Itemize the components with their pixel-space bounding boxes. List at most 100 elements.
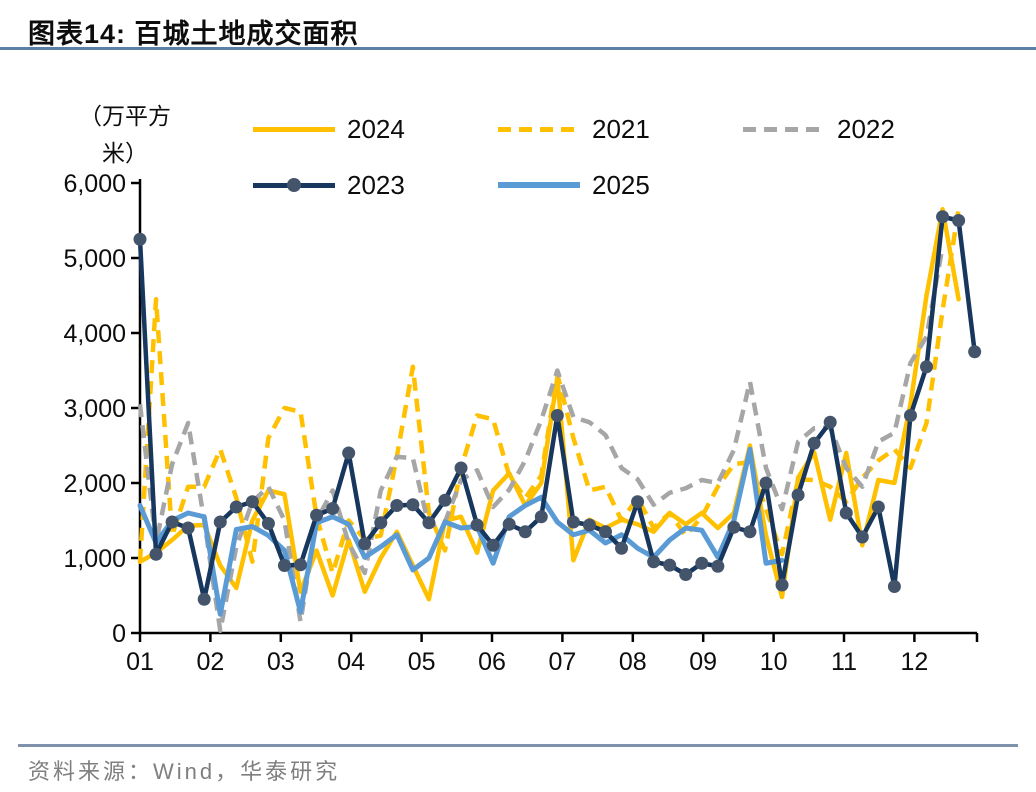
y-tick-label: 5,000 (63, 245, 126, 273)
legend-swatch-2021-dashed-gold-line (498, 126, 580, 132)
legend-label-2021: 2021 (592, 113, 650, 144)
series-2023-marker (743, 525, 757, 539)
footer-divider (18, 744, 1018, 747)
series-2023-line (137, 214, 977, 602)
series-2023-marker (390, 499, 404, 512)
series-2023-marker (871, 500, 885, 514)
y-axis-unit-label: （万平方 米） (50, 98, 200, 172)
series-2023-marker (936, 210, 950, 224)
series-2023-marker (679, 568, 693, 581)
series-2023-marker (566, 515, 580, 529)
series-2023-marker (326, 502, 340, 515)
legend-item-2023: 2023 (253, 168, 405, 202)
series-2023-marker (229, 500, 243, 514)
series-2025-line (137, 446, 785, 617)
y-tick-label: 6,000 (63, 170, 126, 198)
x-tick-label: 12 (900, 648, 928, 676)
x-tick-label: 08 (619, 648, 647, 676)
series-2023-marker (598, 525, 612, 539)
legend-swatch-2022-dashed-gray-line (743, 126, 825, 132)
x-tick-label: 04 (337, 648, 365, 676)
y-tick-label: 1,000 (63, 545, 126, 573)
series-2023-marker (952, 214, 966, 227)
series-2023-marker (855, 530, 869, 544)
series-2023-marker (358, 537, 372, 551)
series-2023-marker (903, 409, 917, 422)
series-2023-marker (647, 555, 661, 569)
series-2023-marker (823, 415, 837, 429)
series-2023-marker (197, 592, 211, 606)
series-2023-marker (374, 516, 388, 530)
series-2023-marker (582, 518, 596, 532)
legend-label-2024: 2024 (347, 113, 405, 144)
series-2023-marker (775, 578, 789, 592)
series-2023-marker (213, 515, 227, 529)
legend-item-2025: 2025 (498, 168, 650, 202)
y-tick-label: 3,000 (63, 395, 126, 423)
series-2023-marker (631, 495, 645, 509)
page-title: 图表14: 百城土地成交面积 (28, 19, 359, 49)
legend-swatch-2024-solid-gold-line (253, 126, 335, 132)
x-tick-label: 06 (478, 648, 506, 676)
x-tick-label: 02 (196, 648, 224, 676)
series-2023-marker (663, 558, 677, 572)
series-2023-marker (920, 360, 934, 374)
source-text: 资料来源：Wind，华泰研究 (28, 759, 341, 784)
y-tick-label: 2,000 (63, 470, 126, 498)
series-2023-marker (727, 520, 741, 534)
y-tick-label: 0 (112, 620, 126, 648)
x-tick-label: 01 (126, 648, 154, 676)
series-2023-marker (502, 517, 516, 531)
series-2023-marker (791, 488, 805, 502)
legend-marker-dot (287, 178, 301, 192)
y-tick-label: 4,000 (63, 320, 126, 348)
series-2023-marker (550, 409, 564, 422)
series-2023-marker (534, 510, 548, 524)
series-2023-marker (486, 538, 500, 552)
y-axis-unit-line2: 米） (102, 140, 148, 166)
series-2023-marker (261, 517, 275, 530)
series-2023-marker (406, 498, 420, 512)
series-2023-marker (133, 232, 147, 246)
series-2023-marker (149, 547, 163, 561)
series-2023-marker (470, 518, 484, 532)
legend-row-2: 2023 2025 (0, 168, 1036, 202)
legend-label-2022: 2022 (837, 113, 895, 144)
series-2023-marker (342, 446, 356, 460)
y-axis-unit-line1: （万平方 (79, 103, 171, 129)
legend-item-2022: 2022 (743, 112, 895, 146)
legend-row-1: 2024 2021 2022 (0, 112, 1036, 146)
series-2023-marker (438, 493, 452, 507)
x-tick-label: 11 (831, 648, 857, 676)
series-2023-marker (615, 541, 629, 555)
series-2023-marker (968, 345, 982, 359)
legend-label-2023: 2023 (347, 169, 405, 200)
series-2021-line (137, 208, 961, 576)
series-2023-marker (711, 559, 725, 573)
series-2023-marker (759, 476, 773, 490)
x-tick-label: 05 (408, 648, 436, 676)
series-2023-marker (294, 558, 308, 572)
series-2022-line (137, 246, 945, 633)
series-2024-line (137, 207, 961, 602)
series-2023-marker (839, 506, 853, 520)
series-2023-marker (165, 515, 179, 529)
series-2023-marker (181, 521, 195, 535)
legend-item-2021: 2021 (498, 112, 650, 146)
legend-item-2024: 2024 (253, 112, 405, 146)
x-tick-label: 03 (267, 648, 295, 676)
series-2023-marker (454, 461, 468, 475)
x-tick-label: 09 (689, 648, 717, 676)
series-2023-marker (277, 559, 291, 572)
series-2023-marker (887, 580, 901, 593)
legend-swatch-2023-navy-marker-line (253, 178, 335, 192)
series-2023-marker (807, 436, 821, 450)
series-2023-marker (422, 516, 436, 530)
series-2023-marker (310, 508, 324, 522)
x-tick-label: 07 (548, 648, 576, 676)
legend-swatch-2025-blue-line (498, 182, 580, 188)
x-tick-label: 10 (760, 648, 788, 676)
series-2023-marker (518, 525, 532, 539)
